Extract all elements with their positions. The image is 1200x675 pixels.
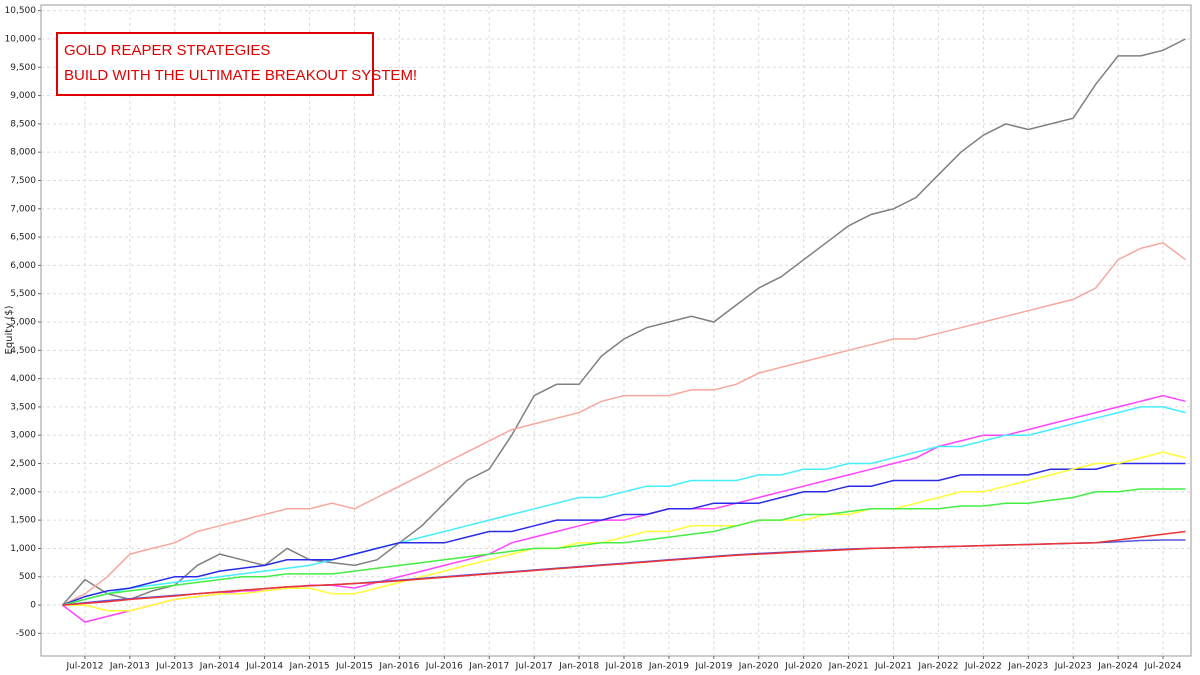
y-tick-label: 5,500 [10, 289, 36, 299]
y-tick-label: -500 [16, 629, 37, 639]
y-tick-label: 8,000 [10, 148, 36, 158]
x-tick-label: Jan-2022 [917, 662, 958, 672]
series-line [62, 406, 1186, 606]
y-tick-label: 4,000 [10, 374, 36, 384]
x-tick-label: Jul-2016 [425, 662, 463, 672]
x-tick-label: Jul-2012 [65, 662, 103, 672]
y-tick-label: 5,000 [10, 318, 36, 328]
series-line [61, 38, 1186, 606]
x-tick-label: Jul-2022 [964, 662, 1002, 672]
y-tick-label: 2,000 [10, 487, 36, 497]
x-tick-label: Jan-2017 [468, 662, 509, 672]
series-line [62, 462, 1186, 606]
y-axis-label: Equity ($) [4, 305, 15, 354]
y-tick-label: 0 [30, 601, 36, 611]
x-tick-label: Jan-2021 [828, 662, 869, 672]
y-tick-label: 7,000 [10, 204, 36, 214]
y-tick-label: 7,500 [10, 176, 36, 186]
plot-area [40, 4, 1192, 657]
y-tick-label: 9,500 [10, 63, 36, 73]
x-tick-label: Jul-2013 [155, 662, 193, 672]
x-tick-label: Jan-2024 [1097, 662, 1138, 672]
series-line [62, 241, 1186, 606]
y-tick-label: 500 [19, 572, 36, 582]
x-tick-label: Jul-2024 [1144, 662, 1182, 672]
x-tick-label: Jul-2020 [784, 662, 822, 672]
y-tick-label: 4,500 [10, 346, 36, 356]
x-tick-label: Jul-2023 [1054, 662, 1092, 672]
x-tick-label: Jul-2017 [515, 662, 553, 672]
x-tick-label: Jul-2018 [604, 662, 642, 672]
y-tick-label: 1,000 [10, 544, 36, 554]
x-tick-label: Jul-2015 [335, 662, 373, 672]
x-tick-label: Jan-2019 [648, 662, 689, 672]
x-tick-label: Jan-2014 [199, 662, 240, 672]
y-tick-label: 6,500 [10, 233, 36, 243]
y-tick-label: 1,500 [10, 516, 36, 526]
series-line [62, 530, 1186, 606]
x-tick-label: Jul-2014 [245, 662, 283, 672]
series-line [62, 394, 1186, 623]
y-tick-label: 6,000 [10, 261, 36, 271]
x-tick-label: Jan-2020 [738, 662, 779, 672]
x-tick-label: Jul-2021 [874, 662, 912, 672]
x-tick-label: Jan-2013 [109, 662, 150, 672]
series-line [62, 451, 1186, 612]
y-tick-label: 9,000 [10, 91, 36, 101]
y-tick-label: 3,000 [10, 431, 36, 441]
y-tick-label: 8,500 [10, 119, 36, 129]
marks: -500 0 500 1,000 1,500 2,000 2,500 3,000 3,500 4,… [5, 5, 1191, 672]
y-tick-label: 3,500 [10, 402, 36, 412]
x-tick-label: Jan-2023 [1007, 662, 1048, 672]
y-tick-label: 10,500 [5, 6, 37, 16]
y-tick-label: 2,500 [10, 459, 36, 469]
x-tick-label: Jan-2018 [558, 662, 599, 672]
series-line [62, 488, 1186, 606]
annotation: BUILD WITH THE ULTIMATE BREAKOUT SYSTEM! [64, 67, 417, 84]
x-tick-label: Jul-2019 [694, 662, 732, 672]
x-tick-label: Jan-2016 [378, 662, 419, 672]
annotation-box [56, 32, 374, 96]
y-tick-label: 10,000 [5, 34, 37, 44]
x-tick-label: Jan-2015 [289, 662, 330, 672]
annotation: GOLD REAPER STRATEGIES [64, 42, 270, 59]
